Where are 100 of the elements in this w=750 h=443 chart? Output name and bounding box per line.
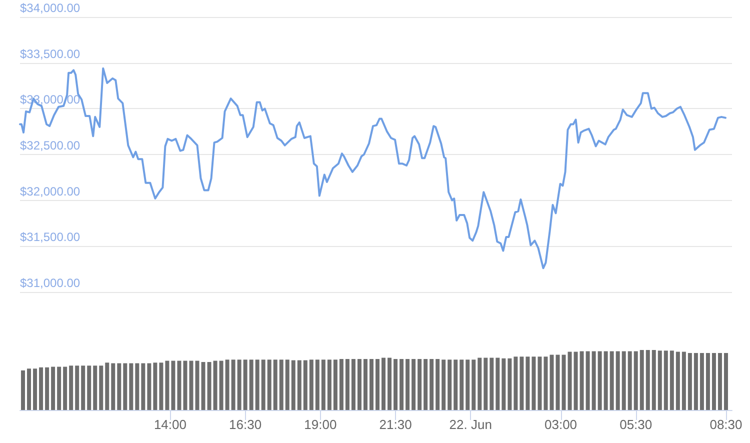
bar (135, 363, 140, 410)
bar (454, 360, 458, 410)
bar (267, 360, 272, 410)
bar (57, 366, 62, 410)
bar (592, 351, 596, 410)
x-tick-label: 03:00 (544, 417, 578, 432)
bar (39, 367, 44, 410)
bar (586, 351, 590, 410)
bar (406, 359, 410, 410)
x-tick-label: 08:30 (710, 417, 742, 432)
bar (448, 360, 452, 410)
bar (682, 352, 686, 410)
bar (69, 366, 74, 410)
bar (255, 360, 260, 410)
bar (117, 363, 122, 410)
bar (201, 362, 206, 410)
y-tick-label: $31,500.00 (20, 230, 80, 244)
bar (81, 366, 86, 410)
bar (321, 360, 326, 410)
bar (87, 366, 92, 410)
bar (502, 358, 506, 410)
bar (363, 359, 368, 410)
bar (345, 359, 350, 410)
bar (237, 360, 242, 410)
bar (303, 360, 308, 410)
bar (273, 360, 278, 410)
bar (339, 359, 344, 410)
bar (129, 363, 134, 410)
bar (712, 353, 716, 410)
bar (388, 358, 392, 410)
bar (634, 351, 638, 410)
bar (526, 356, 530, 410)
bar (466, 360, 470, 410)
bar (279, 360, 284, 410)
bar (231, 360, 236, 410)
bar (484, 358, 488, 410)
bar (177, 360, 182, 410)
bar (400, 359, 404, 410)
bar (532, 356, 536, 410)
bar (568, 352, 572, 410)
bar (724, 353, 728, 410)
bar (159, 362, 164, 410)
bar (357, 359, 362, 410)
bar (183, 360, 188, 410)
bar (51, 366, 56, 410)
bar (544, 356, 548, 410)
bar (285, 360, 290, 410)
y-tick-label: $32,500.00 (20, 138, 80, 152)
bar (394, 359, 398, 410)
bar (664, 350, 668, 410)
bar (562, 354, 566, 410)
bar (45, 367, 50, 410)
bar (622, 351, 626, 410)
bar (598, 351, 602, 410)
bar (249, 360, 254, 410)
bar (646, 350, 650, 410)
bar (670, 350, 674, 410)
bar (496, 358, 500, 410)
x-tick-label: 21:30 (379, 417, 412, 432)
bar (706, 353, 710, 410)
bar (490, 358, 494, 410)
bar (658, 350, 662, 410)
bar (243, 360, 248, 410)
bar (21, 370, 26, 410)
bar (165, 360, 170, 410)
bar (574, 352, 578, 410)
bar (382, 358, 386, 410)
bar (442, 360, 446, 410)
bar (225, 360, 230, 410)
bar (333, 360, 338, 410)
bar (610, 351, 614, 410)
x-tick-label: 16:30 (229, 417, 262, 432)
x-tick-label: 05:30 (620, 417, 652, 432)
bar (478, 358, 482, 410)
bar (369, 359, 374, 410)
y-tick-label: $34,000.00 (20, 1, 80, 15)
bar (219, 360, 224, 410)
bar (195, 360, 200, 410)
bar (700, 353, 704, 410)
bar (418, 359, 422, 410)
bar (616, 351, 620, 410)
x-tick-label: 19:00 (304, 417, 337, 432)
bar (514, 356, 518, 410)
bar (111, 363, 116, 410)
bar (424, 359, 428, 410)
bar (412, 359, 416, 410)
bar (99, 366, 104, 410)
bar (315, 360, 320, 410)
y-tick-label: $31,000.00 (20, 276, 80, 290)
bar (430, 359, 434, 410)
bar (580, 351, 584, 410)
bar (297, 360, 302, 410)
bar (171, 360, 176, 410)
bar (718, 353, 722, 410)
bar (694, 353, 698, 410)
bar (153, 362, 158, 410)
bar (123, 363, 128, 410)
bar (460, 360, 464, 410)
bar (33, 368, 38, 410)
bar (508, 358, 512, 410)
